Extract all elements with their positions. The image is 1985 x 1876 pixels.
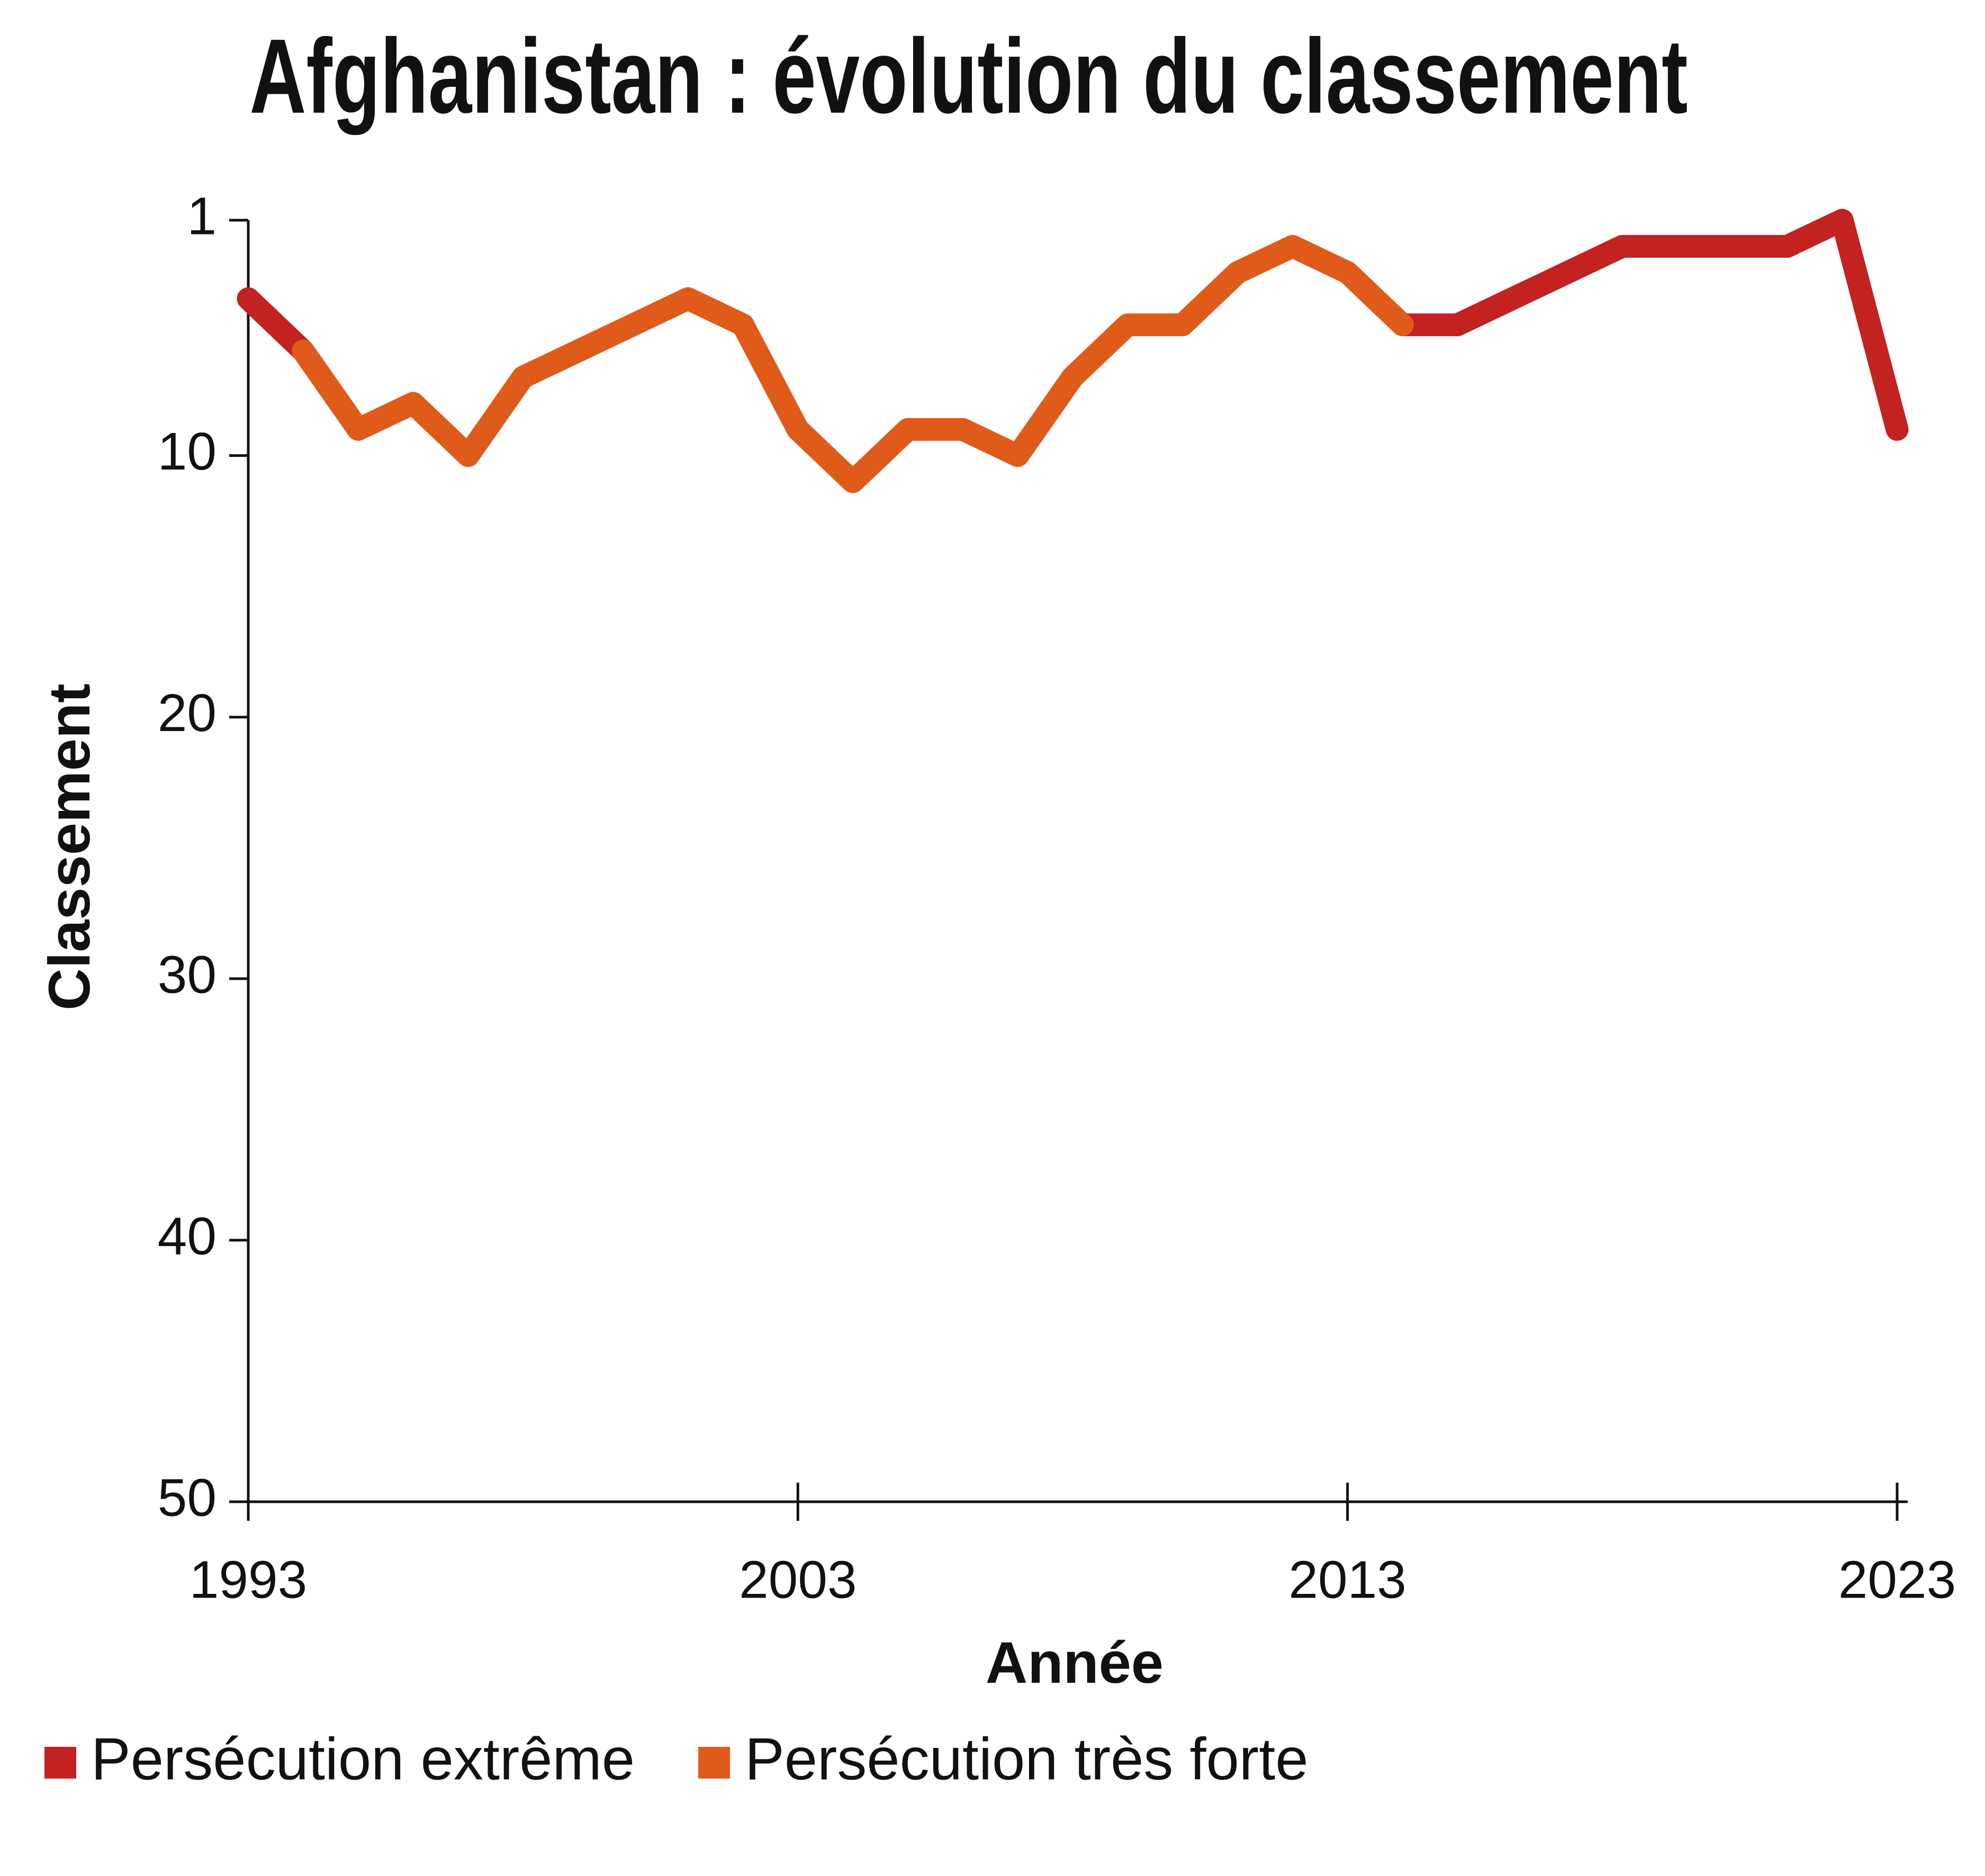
line bbox=[292, 234, 1414, 493]
x-axis-title: Année bbox=[986, 1630, 1163, 1695]
y-tick-label: 50 bbox=[158, 1468, 216, 1527]
x-tick-label: 2013 bbox=[1288, 1550, 1406, 1609]
x-tick-label: 1993 bbox=[190, 1550, 307, 1609]
legend-swatch bbox=[44, 1747, 76, 1779]
y-tick-label: 40 bbox=[158, 1206, 216, 1266]
x-tick-label: 2023 bbox=[1838, 1550, 1956, 1609]
x-tick-label: 2003 bbox=[739, 1550, 856, 1609]
y-tick-label: 20 bbox=[158, 683, 216, 743]
y-axis-title: Classement bbox=[37, 683, 102, 1011]
y-tick-label: 10 bbox=[158, 422, 216, 481]
legend-label: Persécution très forte bbox=[745, 1726, 1309, 1792]
legend-label: Persécution extrême bbox=[91, 1726, 635, 1792]
chart-title: Afghanistan : évolution du classement bbox=[250, 17, 1688, 136]
y-tick-label: 30 bbox=[158, 945, 216, 1004]
y-tick-label: 1 bbox=[187, 186, 216, 246]
legend-swatch bbox=[698, 1747, 730, 1779]
